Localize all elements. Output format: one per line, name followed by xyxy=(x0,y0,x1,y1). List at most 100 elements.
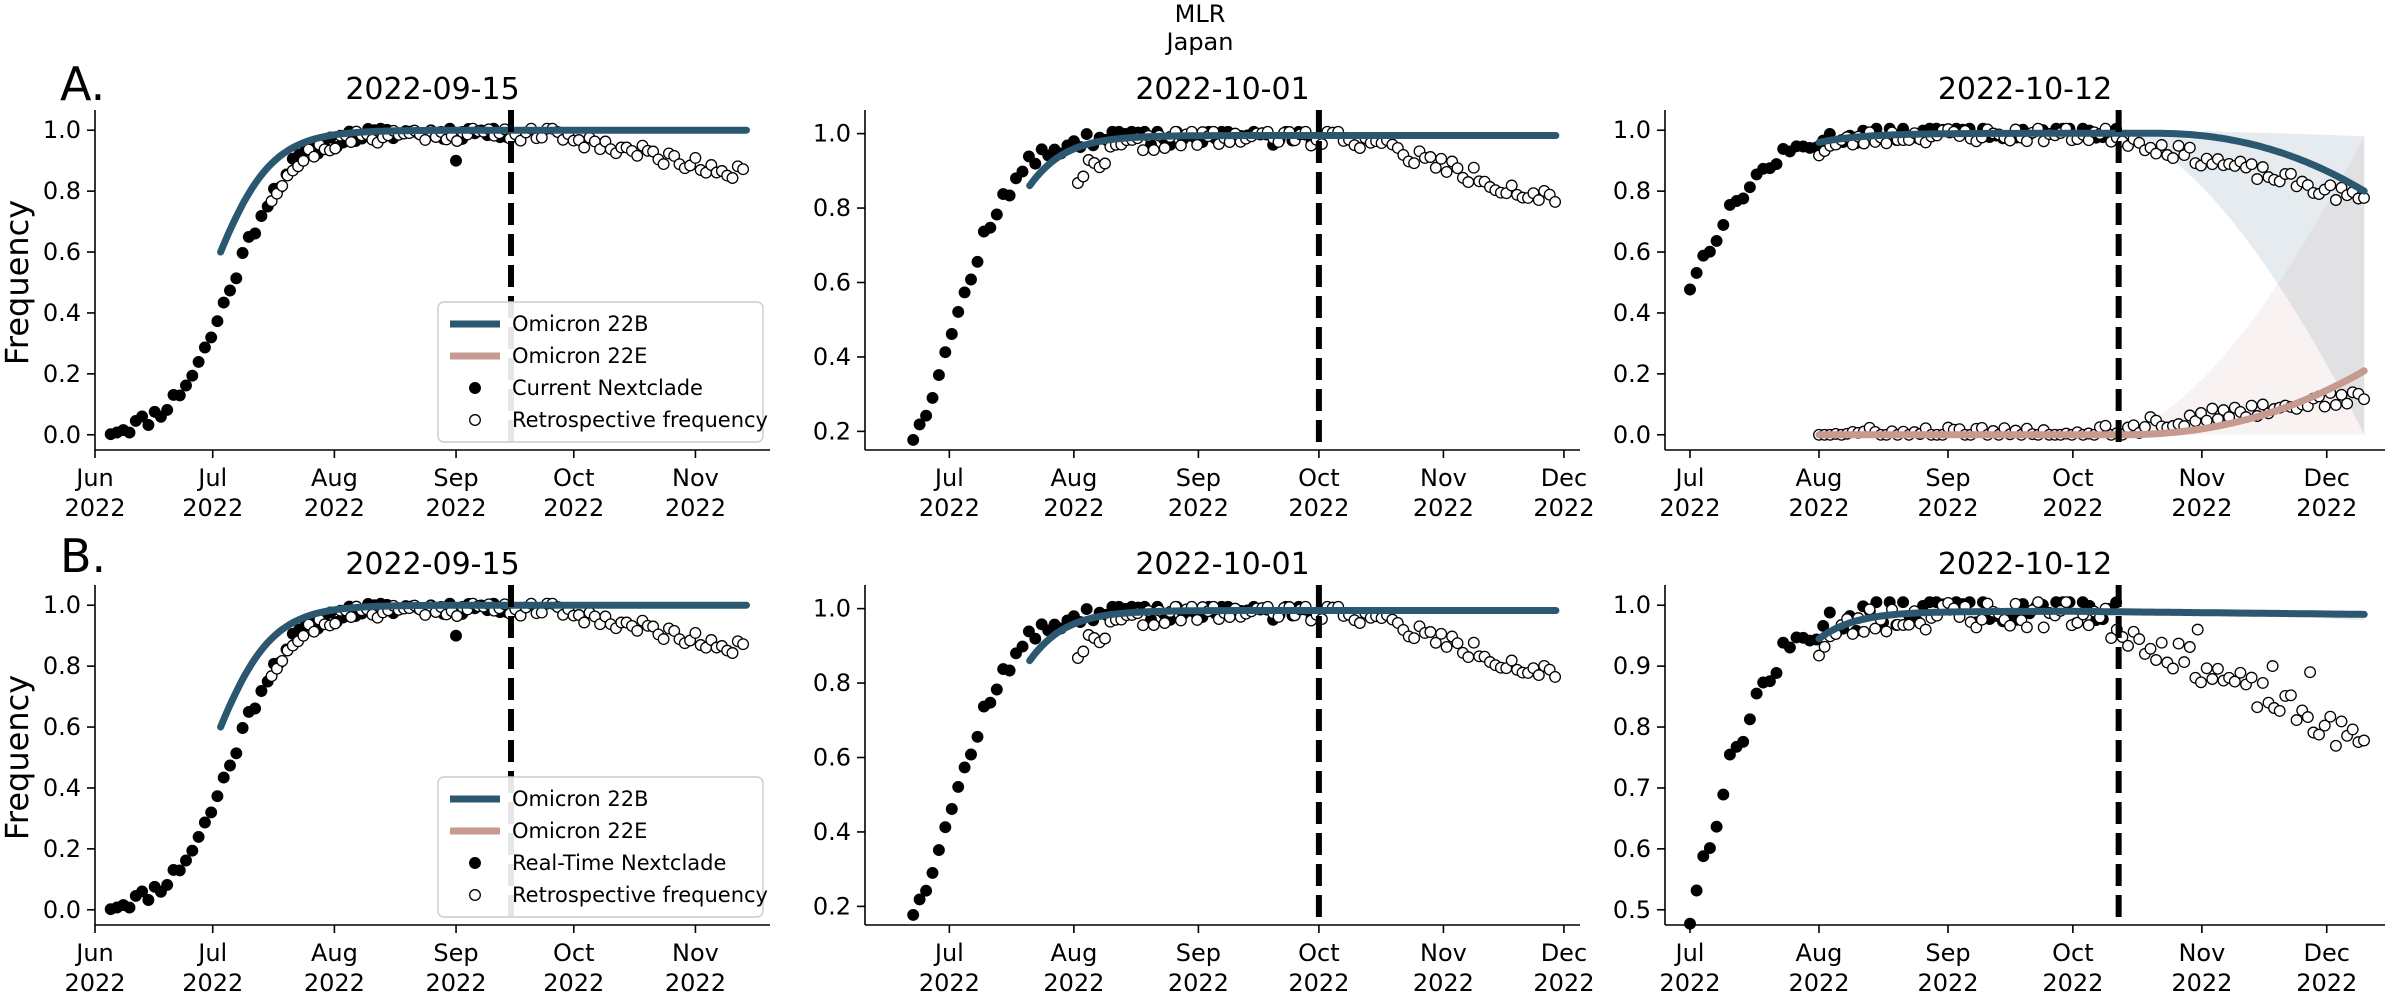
retrospective-point xyxy=(1077,645,1090,658)
nextclade-point xyxy=(180,379,192,392)
x-tick-label-year: 2022 xyxy=(2296,494,2357,522)
retrospective-point xyxy=(1174,139,1187,152)
nextclade-point xyxy=(952,780,965,793)
retrospective-point xyxy=(308,150,320,163)
panel-a-2: 0.20.40.60.81.0Jul2022Aug2022Sep2022Oct2… xyxy=(813,72,1595,522)
retrospective-point xyxy=(668,624,681,637)
retrospective-point xyxy=(2172,139,2185,152)
y-tick-label: 0.2 xyxy=(813,892,851,920)
retrospective-point xyxy=(2228,675,2241,688)
nextclade-point xyxy=(173,389,186,402)
retrospective-point xyxy=(1869,622,1882,635)
nextclade-point xyxy=(186,369,199,382)
nextclade-point xyxy=(1003,189,1016,202)
retrospective-point xyxy=(2183,141,2196,154)
retrospective-point xyxy=(1077,170,1090,183)
nextclade-point xyxy=(1703,842,1716,855)
retrospective-point xyxy=(2245,671,2258,684)
x-tick-label-month: Aug xyxy=(1050,464,1097,492)
nextclade-point xyxy=(224,284,236,297)
nextclade-point xyxy=(1710,820,1723,833)
retrospective-point xyxy=(1429,636,1442,649)
x-tick-label-year: 2022 xyxy=(1043,969,1104,997)
x-tick-label-month: Sep xyxy=(1925,464,1970,492)
retrospective-point xyxy=(2206,402,2219,415)
x-tick-label-month: Nov xyxy=(1420,464,1467,492)
retrospective-point xyxy=(2167,152,2179,165)
nextclade-point xyxy=(1703,245,1716,258)
nextclade-point xyxy=(1022,150,1035,163)
retrospective-point xyxy=(1975,613,1988,626)
retrospective-point xyxy=(2329,398,2342,411)
trend-line-22b xyxy=(1815,129,2368,195)
retrospective-point xyxy=(1549,195,1562,208)
x-tick-label-year: 2022 xyxy=(665,969,726,997)
nextclade-point xyxy=(1003,664,1016,677)
nextclade-point xyxy=(192,355,205,368)
retrospective-point xyxy=(345,611,358,623)
nextclade-point xyxy=(1029,157,1042,170)
retrospective-point xyxy=(1440,165,1453,178)
x-tick-label-year: 2022 xyxy=(1533,494,1594,522)
retrospective-point xyxy=(2329,194,2342,206)
retrospective-point xyxy=(2251,173,2264,186)
nextclade-point xyxy=(965,748,977,761)
x-tick-label-year: 2022 xyxy=(64,969,125,997)
retrospective-point xyxy=(1435,627,1448,640)
retrospective-point xyxy=(1919,623,1932,636)
x-tick-label-year: 2022 xyxy=(1168,969,1229,997)
retrospective-point xyxy=(1818,640,1831,653)
retrospective-point xyxy=(2346,723,2359,736)
y-tick-label: 0.4 xyxy=(1613,299,1651,327)
y-tick-label: 0.2 xyxy=(43,360,81,388)
retrospective-point xyxy=(1462,651,1475,664)
nextclade-point xyxy=(952,305,965,318)
legend-entry-label: Omicron 22E xyxy=(512,344,647,368)
retrospective-point xyxy=(1467,161,1480,174)
x-tick-label-year: 2022 xyxy=(1917,494,1978,522)
nextclade-point xyxy=(217,296,230,309)
legend-box xyxy=(437,776,764,918)
x-tick-label-month: Jul xyxy=(933,939,964,967)
suptitle-line-1: MLR xyxy=(1175,0,1226,28)
retrospective-point xyxy=(308,625,320,638)
nextclade-point xyxy=(1770,158,1783,171)
nextclade-point xyxy=(211,315,224,328)
retrospective-point xyxy=(419,608,432,621)
panel-b-1: 0.00.20.40.60.81.0Jun2022Jul2022Aug2022S… xyxy=(0,547,770,997)
retrospective-point xyxy=(2155,139,2168,151)
x-tick-label-year: 2022 xyxy=(182,494,243,522)
y-tick-label: 1.0 xyxy=(1613,116,1651,144)
retrospective-point xyxy=(2105,632,2118,645)
retrospective-point xyxy=(1408,157,1421,170)
x-tick-label-year: 2022 xyxy=(1413,969,1474,997)
trend-line-22b xyxy=(217,601,750,731)
nextclade-point xyxy=(932,844,945,857)
retrospective-point xyxy=(514,134,527,147)
retrospective-point xyxy=(2256,161,2269,174)
nextclade-point xyxy=(136,885,149,898)
x-tick-label-year: 2022 xyxy=(543,969,604,997)
retrospective-point xyxy=(2150,654,2163,666)
x-tick-label-year: 2022 xyxy=(1659,494,1720,522)
y-axis-label: Frequency xyxy=(0,200,36,365)
retrospective-point xyxy=(297,629,310,642)
retrospective-point xyxy=(514,609,527,622)
y-tick-label: 1.0 xyxy=(813,595,851,623)
nextclade-point xyxy=(907,433,920,446)
retrospective-point xyxy=(2335,388,2348,401)
retrospective-point xyxy=(631,149,644,162)
nextclade-point xyxy=(945,803,958,815)
panel-title: 2022-10-12 xyxy=(1938,72,2112,107)
retrospective-point xyxy=(2082,619,2095,632)
x-tick-label-year: 2022 xyxy=(2296,969,2357,997)
x-tick-label-month: Aug xyxy=(311,464,358,492)
retrospective-point xyxy=(1451,162,1464,175)
x-tick-label-year: 2022 xyxy=(2042,494,2103,522)
x-tick-label-year: 2022 xyxy=(304,969,365,997)
x-tick-label-month: Sep xyxy=(1176,464,1221,492)
y-tick-label: 0.4 xyxy=(813,818,851,846)
y-tick-label: 0.8 xyxy=(813,194,851,222)
legend-swatch-nextclade xyxy=(469,382,481,394)
nextclade-point xyxy=(990,683,1003,696)
